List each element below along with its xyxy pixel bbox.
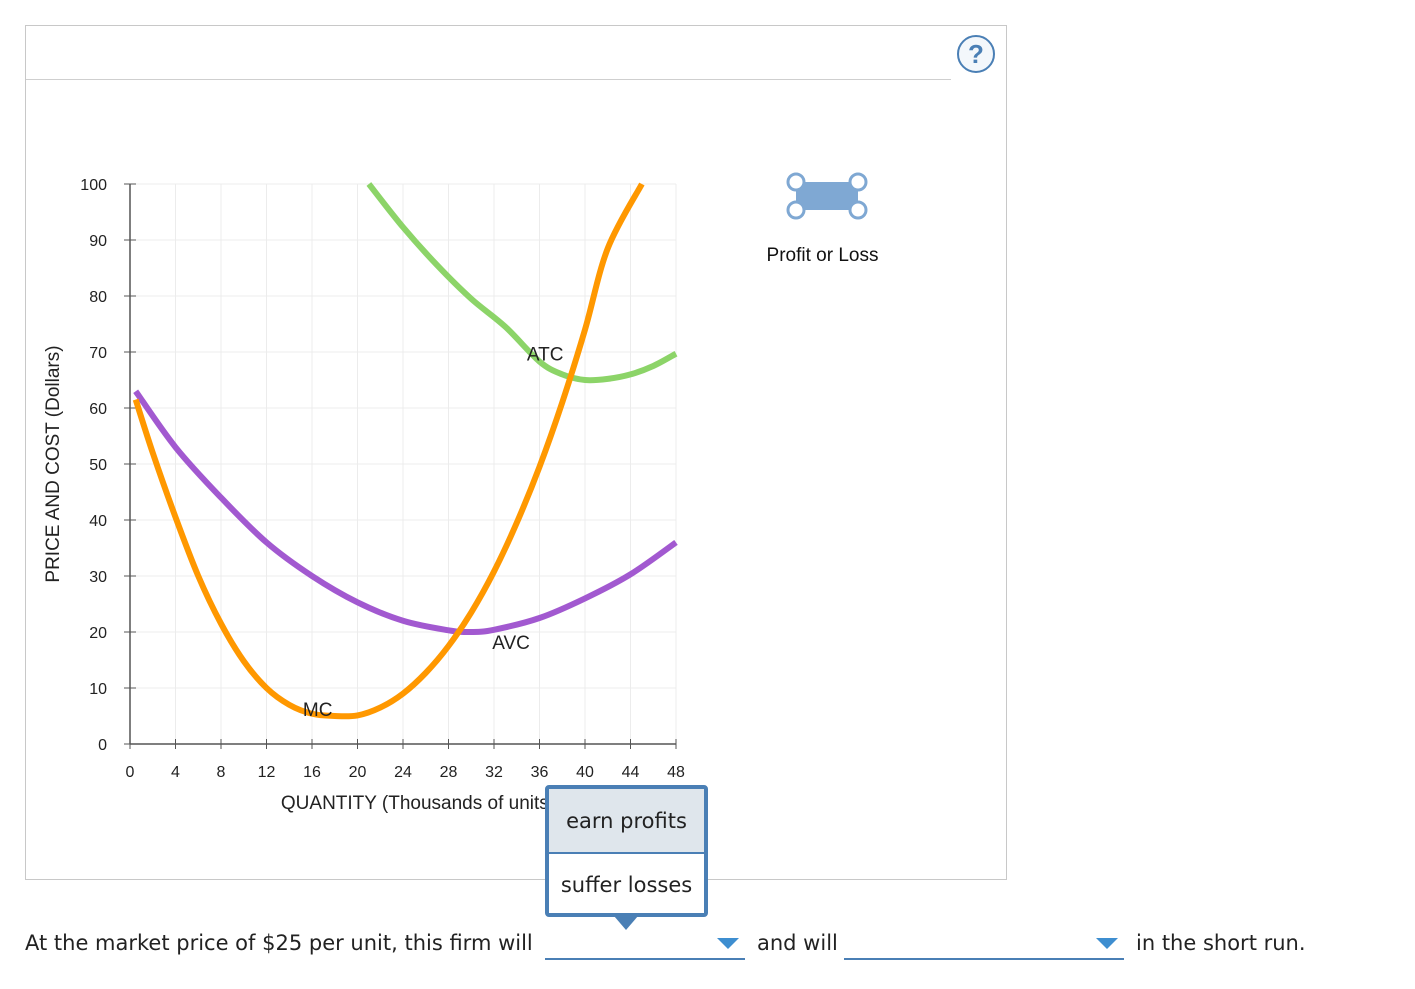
chevron-down-icon <box>717 938 739 949</box>
x-tick-label: 12 <box>258 764 276 781</box>
y-tick-label: 70 <box>89 345 107 362</box>
curve-label-mc: MC <box>303 700 333 721</box>
x-tick-label: 4 <box>171 764 180 781</box>
x-axis-title: QUANTITY (Thousands of units) <box>281 793 555 814</box>
x-tick-label: 20 <box>349 764 367 781</box>
option-suffer-losses[interactable]: suffer losses <box>560 873 693 897</box>
y-tick-label: 40 <box>89 513 107 530</box>
profit-loss-rectangle-icon[interactable] <box>780 168 890 243</box>
chart-labels: MC AVC ATC <box>303 344 564 721</box>
y-tick-label: 50 <box>89 457 107 474</box>
y-tick-label: 30 <box>89 569 107 586</box>
y-tick-label: 10 <box>89 681 107 698</box>
y-tick-label: 100 <box>80 177 107 194</box>
dropdown-pointer <box>614 916 638 930</box>
y-tick-label: 90 <box>89 233 107 250</box>
y-tick-label: 60 <box>89 401 107 418</box>
graph-panel: ? <box>25 25 1007 880</box>
x-tick-label: 16 <box>303 764 321 781</box>
curve-atc <box>366 182 678 384</box>
chart-curves <box>132 182 678 720</box>
chart-axes: 0 4 8 12 16 20 24 28 32 36 40 44 4801020304050607080… <box>43 177 685 814</box>
x-tick-label: 8 <box>217 764 226 781</box>
help-button[interactable]: ? <box>957 35 995 73</box>
curve-label-atc: ATC <box>527 344 564 365</box>
y-tick-label: 0 <box>98 737 107 754</box>
y-tick-label: 80 <box>89 289 107 306</box>
chart-grid <box>129 183 677 745</box>
x-tick-label: 36 <box>531 764 549 781</box>
curve-avc <box>133 389 678 636</box>
x-tick-label: 24 <box>394 764 412 781</box>
question-prefix: At the market price of $25 per unit, thi… <box>25 931 533 955</box>
question-suffix: in the short run. <box>1136 931 1306 955</box>
x-tick-label: 44 <box>622 764 640 781</box>
x-tick-label: 40 <box>576 764 594 781</box>
y-tick-label: 20 <box>89 625 107 642</box>
option-earn-profits[interactable]: earn profits <box>549 789 704 854</box>
chevron-down-icon <box>1096 938 1118 949</box>
dropdown-options-menu: earn profits suffer losses <box>545 785 708 917</box>
x-tick-label: 32 <box>485 764 503 781</box>
curve-label-avc: AVC <box>492 633 530 654</box>
panel-header-divider <box>26 79 951 80</box>
y-axis-title: PRICE AND COST (Dollars) <box>43 345 64 582</box>
question-middle: and will <box>757 931 838 955</box>
dropdown-profit-or-loss[interactable] <box>545 928 745 960</box>
dropdown-short-run-action[interactable] <box>844 928 1124 960</box>
profit-loss-label: Profit or Loss <box>766 245 879 266</box>
x-tick-label: 28 <box>440 764 458 781</box>
x-tick-label: 48 <box>667 764 685 781</box>
x-tick-label: 0 <box>126 764 135 781</box>
curve-mc <box>132 182 645 720</box>
